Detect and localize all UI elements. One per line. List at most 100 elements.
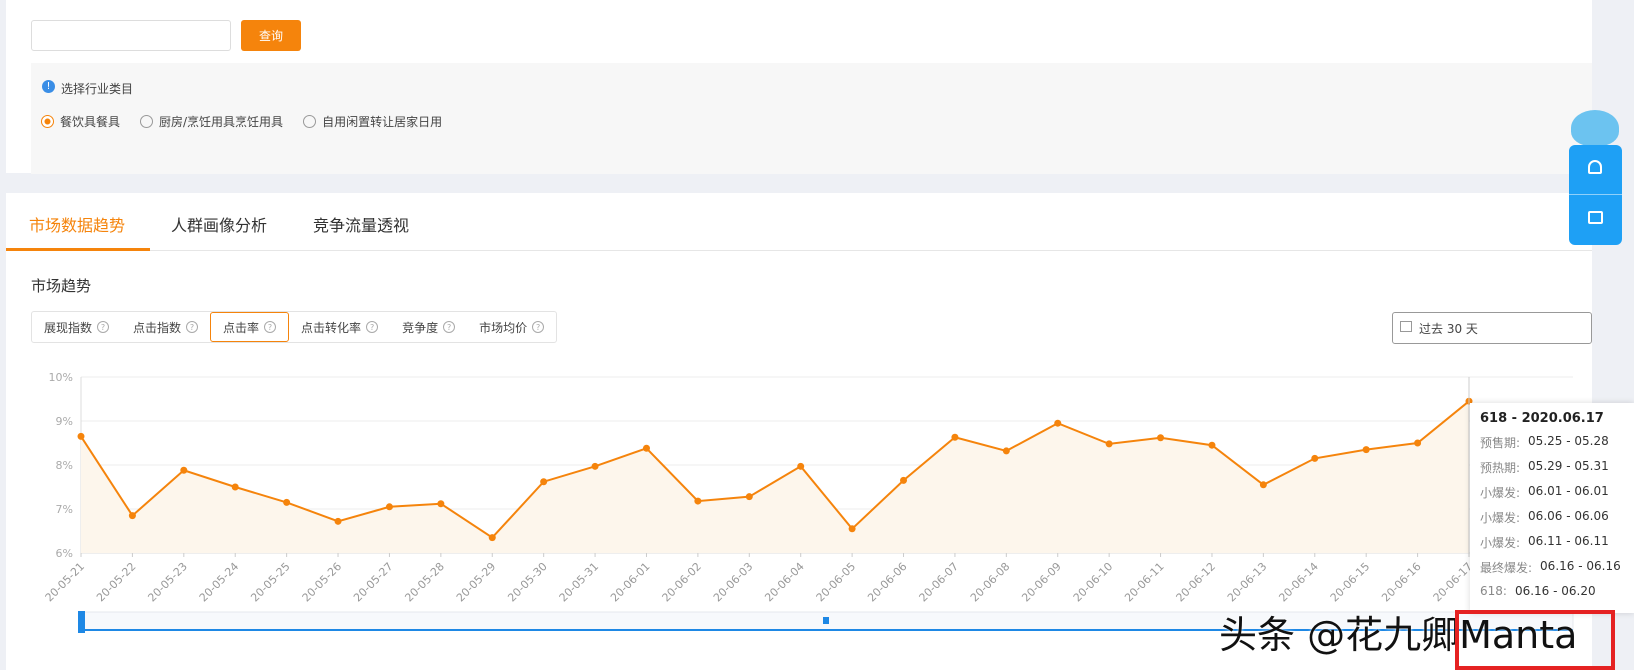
x-tick-label: 20-05-26 <box>300 560 345 605</box>
search-input[interactable] <box>31 20 231 51</box>
tab[interactable]: 市场数据趋势 <box>29 216 126 235</box>
x-tick-label: 20-06-11 <box>1122 560 1167 605</box>
metric-tabs: 展现指数? 点击指数? 点击率? 点击转化率? 竞争度? 市场均价? <box>31 311 558 343</box>
tooltip-value: 06.06 - 06.06 <box>1528 509 1609 523</box>
tooltip-row: 预售期: 05.25 - 05.28 <box>1480 434 1624 451</box>
radio-dot[interactable] <box>303 115 317 128</box>
tooltip-row: 最终爆发: 06.16 - 06.16 <box>1480 559 1624 576</box>
x-tick-label: 20-05-28 <box>402 560 447 605</box>
point <box>797 462 805 470</box>
bell-icon[interactable] <box>1588 160 1602 174</box>
tab[interactable]: 人群画像分析 <box>171 216 268 235</box>
tooltip-value: 05.25 - 05.28 <box>1528 434 1609 448</box>
help-icon: ? <box>97 321 110 333</box>
x-tick-label: 20-06-05 <box>814 560 859 605</box>
area <box>81 401 1469 553</box>
metric-label: 展现指数 <box>44 320 93 335</box>
point <box>437 500 445 508</box>
point <box>1105 440 1113 448</box>
tooltip: 618 - 2020.06.17 预售期: 05.25 - 05.28 预热期: 05… <box>1470 403 1634 613</box>
x-tick-label: 20-06-16 <box>1379 560 1424 605</box>
watermark: 头条 @花九卿Manta <box>1219 613 1578 657</box>
point <box>1002 447 1010 455</box>
filter-panel <box>31 63 1592 174</box>
metric-tab[interactable]: 展现指数? <box>32 312 121 342</box>
point <box>1208 441 1216 449</box>
x-tick-label: 20-06-17 <box>1431 560 1476 605</box>
tab-underline <box>6 248 150 251</box>
point <box>540 478 548 486</box>
x-tick-label: 20-06-14 <box>1276 560 1321 605</box>
chat-icon[interactable] <box>1588 211 1603 224</box>
x-tick-label: 20-05-31 <box>557 560 602 605</box>
metric-label: 竞争度 <box>402 320 439 335</box>
tooltip-label: 小爆发: <box>1480 536 1521 550</box>
point <box>1054 419 1062 427</box>
x-tick-label: 20-06-06 <box>865 560 910 605</box>
x-tick-label: 20-05-27 <box>351 560 396 605</box>
x-tick-label: 20-06-15 <box>1328 560 1373 605</box>
point <box>694 497 702 505</box>
radio-option[interactable]: 餐饮具餐具 <box>41 113 120 130</box>
x-tick-label: 20-06-10 <box>1071 560 1116 605</box>
x-tick-label: 20-05-22 <box>94 560 139 605</box>
filter-hint: 选择行业类目 <box>61 82 134 96</box>
help-icon: ? <box>186 321 199 333</box>
y-tick-label: 10% <box>49 371 73 384</box>
tooltip-row: 小爆发: 06.01 - 06.01 <box>1480 484 1624 501</box>
tab[interactable]: 竞争流量透视 <box>313 216 410 235</box>
metric-tab[interactable]: 点击率? <box>210 312 290 342</box>
point <box>231 483 239 491</box>
radio-dot[interactable] <box>140 115 154 128</box>
tooltip-label: 小爆发: <box>1480 511 1521 525</box>
tooltip-label: 预售期: <box>1480 436 1521 450</box>
trend-card <box>6 193 1592 670</box>
x-tick-label: 20-06-12 <box>1174 560 1219 605</box>
calendar-icon <box>1400 321 1412 332</box>
metric-tab[interactable]: 点击指数? <box>121 312 210 342</box>
radio-option[interactable]: 自用闲置转让居家日用 <box>303 113 442 130</box>
tooltip-title: 618 - 2020.06.17 <box>1480 411 1604 426</box>
point <box>334 517 342 525</box>
x-tick-label: 20-05-24 <box>197 560 242 605</box>
radio-label: 餐饮具餐具 <box>60 115 121 129</box>
help-icon: ? <box>443 321 456 333</box>
x-tick-label: 20-06-13 <box>1225 560 1270 605</box>
x-tick-label: 20-06-07 <box>917 560 962 605</box>
metric-tab[interactable]: 市场均价? <box>467 312 556 342</box>
divider <box>6 250 1592 251</box>
point <box>283 498 291 506</box>
point <box>642 444 650 452</box>
slider-handle <box>78 611 85 633</box>
date-picker[interactable]: 过去 30 天 <box>1392 312 1592 344</box>
tooltip-label: 小爆发: <box>1480 486 1521 500</box>
metric-tab[interactable]: 点击转化率? <box>289 312 390 342</box>
point <box>1259 481 1267 489</box>
tooltip-row: 预热期: 05.29 - 05.31 <box>1480 459 1624 476</box>
x-tick-label: 20-05-25 <box>248 560 293 605</box>
tooltip-value: 06.16 - 06.20 <box>1514 584 1596 598</box>
radio-option[interactable]: 厨房/烹饪用具烹饪用具 <box>140 113 283 130</box>
tooltip-value: 06.16 - 06.16 <box>1540 559 1621 573</box>
point <box>900 476 908 484</box>
highlight-box <box>1455 610 1615 670</box>
tooltip-value: 06.11 - 06.11 <box>1528 534 1609 548</box>
info-icon: ! <box>42 80 55 93</box>
line <box>80 400 1470 539</box>
search-button[interactable]: 查询 <box>241 20 301 51</box>
metric-tab[interactable]: 竞争度? <box>390 312 467 342</box>
point <box>1414 439 1422 447</box>
tooltip-label: 最终爆发: <box>1480 561 1533 575</box>
metric-label: 点击指数 <box>133 320 182 335</box>
point <box>385 503 393 511</box>
radio-dot[interactable] <box>41 115 54 128</box>
radio-label: 厨房/烹饪用具烹饪用具 <box>159 115 284 129</box>
point <box>77 432 85 440</box>
tooltip-row: 小爆发: 06.06 - 06.06 <box>1480 509 1624 526</box>
help-icon: ? <box>264 321 277 333</box>
tooltip-row: 小爆发: 06.11 - 06.11 <box>1480 534 1624 551</box>
point <box>951 433 959 441</box>
x-tick-label: 20-06-03 <box>711 560 756 605</box>
